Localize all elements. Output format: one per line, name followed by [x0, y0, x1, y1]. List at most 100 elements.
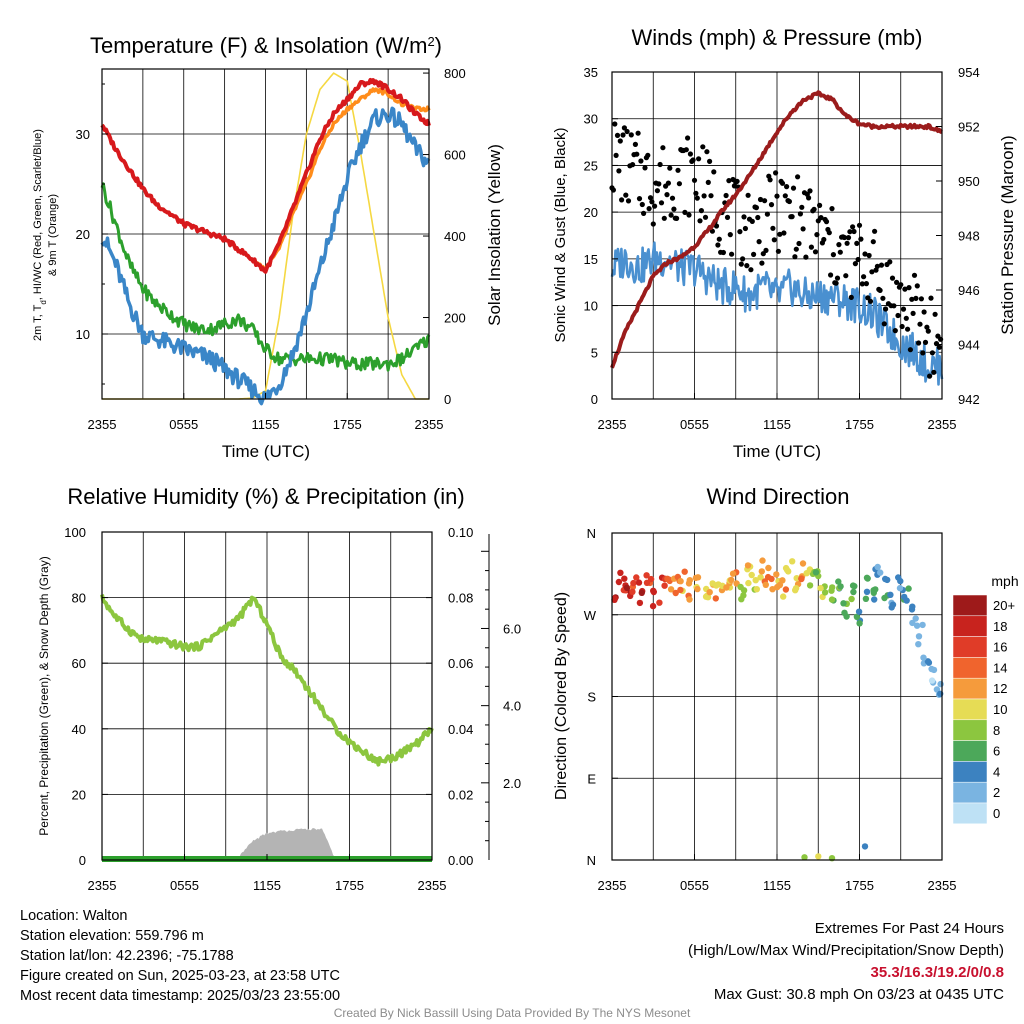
gust-point — [623, 192, 629, 198]
gust-point — [793, 246, 799, 252]
extremes-subtitle: (High/Low/Max Wind/Precipitation/Snow De… — [688, 942, 1004, 959]
gust-point — [865, 295, 871, 301]
gust-point — [753, 205, 760, 211]
gust-point — [740, 256, 746, 262]
direction-point — [779, 577, 786, 584]
temp-xtick-label: 0555 — [169, 417, 198, 432]
legend-label: 12 — [993, 681, 1007, 696]
gust-point — [859, 281, 865, 287]
direction-point — [649, 602, 657, 610]
gust-point — [909, 296, 915, 302]
gust-point — [845, 235, 852, 241]
extremes-values: 35.3/16.3/19.2/0/0.8 — [870, 964, 1004, 981]
gust-point — [877, 287, 883, 293]
direction-point — [841, 609, 848, 616]
gust-point — [834, 275, 841, 281]
temp-y2tick-label: 600 — [444, 148, 466, 163]
gust-point — [899, 323, 905, 330]
rh-axes: 2355 0555 1155 1755 23550204060801000.000.02… — [64, 525, 521, 893]
gust-point — [808, 244, 815, 250]
gust-point — [929, 350, 936, 356]
gust-point — [914, 283, 920, 289]
snow-depth-area — [102, 828, 432, 860]
gust-point — [790, 185, 797, 191]
direction-point — [629, 588, 636, 595]
gust-point — [768, 202, 775, 208]
direction-point — [913, 622, 921, 629]
direction-point — [882, 575, 889, 583]
gust-point — [620, 132, 626, 138]
gust-point — [891, 303, 897, 309]
gust-point — [767, 177, 773, 183]
direction-point — [905, 585, 912, 592]
gust-point — [700, 144, 706, 150]
direction-point — [638, 589, 645, 596]
gust-point — [843, 273, 849, 279]
credit-line: Created By Nick Bassill Using Data Provi… — [333, 1006, 691, 1020]
gust-point — [826, 230, 832, 236]
gust-point — [660, 145, 666, 151]
direction-point — [776, 581, 784, 589]
legend-label: 14 — [993, 660, 1007, 675]
rh-xtick-label: 2355 — [418, 878, 447, 893]
gust-point — [694, 195, 700, 201]
direction-point — [782, 586, 790, 593]
gust-point — [625, 198, 632, 204]
gust-point — [650, 221, 656, 227]
direction-point — [928, 677, 936, 684]
legend-label: 6 — [993, 744, 1000, 759]
direction-point — [855, 608, 863, 615]
extremes-box: Extremes For Past 24 Hours (High/Low/Max… — [688, 918, 1004, 1006]
wind-y2tick-label: 948 — [958, 229, 980, 244]
gust-point — [771, 237, 777, 243]
gust-point — [911, 272, 918, 278]
wind-ytick-label: 0 — [591, 392, 598, 407]
direction-point — [928, 665, 935, 673]
gust-point — [854, 240, 860, 246]
direction-point — [647, 575, 655, 583]
direction-point — [909, 619, 916, 627]
gust-point — [724, 214, 731, 220]
gust-point — [616, 168, 622, 174]
gust-point — [669, 195, 676, 201]
gust-point — [918, 296, 925, 302]
rh-grid — [102, 532, 432, 860]
gust-point — [646, 206, 652, 212]
direction-point — [630, 579, 637, 587]
legend-label: 4 — [993, 764, 1000, 779]
wind-ytick-label: 30 — [584, 112, 598, 127]
temp-y2tick-label: 800 — [444, 66, 466, 81]
max-gust: Max Gust: 30.8 mph On 03/23 at 0435 UTC — [713, 986, 1004, 1003]
gust-point — [847, 229, 853, 235]
temp-y2tick-label: 200 — [444, 311, 466, 326]
gust-point — [612, 121, 618, 127]
figure-created: Figure created on Sun, 2025-03-23, at 23… — [20, 968, 340, 984]
gust-point — [782, 193, 788, 199]
direction-point — [636, 599, 644, 607]
gust-point — [762, 198, 768, 204]
gust-point — [913, 295, 919, 301]
gust-point — [892, 328, 898, 334]
gust-point — [682, 209, 688, 215]
direction-point — [712, 595, 719, 602]
gust-point — [756, 239, 762, 245]
gust-point — [642, 165, 648, 171]
gust-point — [837, 249, 843, 255]
legend-swatch — [952, 636, 988, 658]
direction-point — [758, 568, 765, 575]
gust-point — [775, 248, 782, 254]
temp-ylabel-left-line2: & 9m T (Orange) — [47, 194, 59, 276]
recent-timestamp: Most recent data timestamp: 2025/03/23 2… — [20, 988, 341, 1004]
dir-ytick-label: N — [587, 526, 596, 541]
gust-point — [729, 251, 735, 257]
wind-y2tick-label: 954 — [958, 65, 980, 80]
direction-point — [874, 563, 881, 571]
gust-point — [708, 193, 714, 199]
wind-axes: 2355 0555 1155 1755 235505101520253035942944… — [584, 65, 980, 432]
gust-point — [705, 179, 711, 185]
rh-title: Relative Humidity (%) & Precipitation (i… — [67, 484, 464, 509]
direction-point — [635, 579, 643, 586]
gust-point — [647, 195, 654, 201]
legend-label: 18 — [993, 619, 1007, 634]
dir-xtick-label: 0555 — [680, 878, 709, 893]
